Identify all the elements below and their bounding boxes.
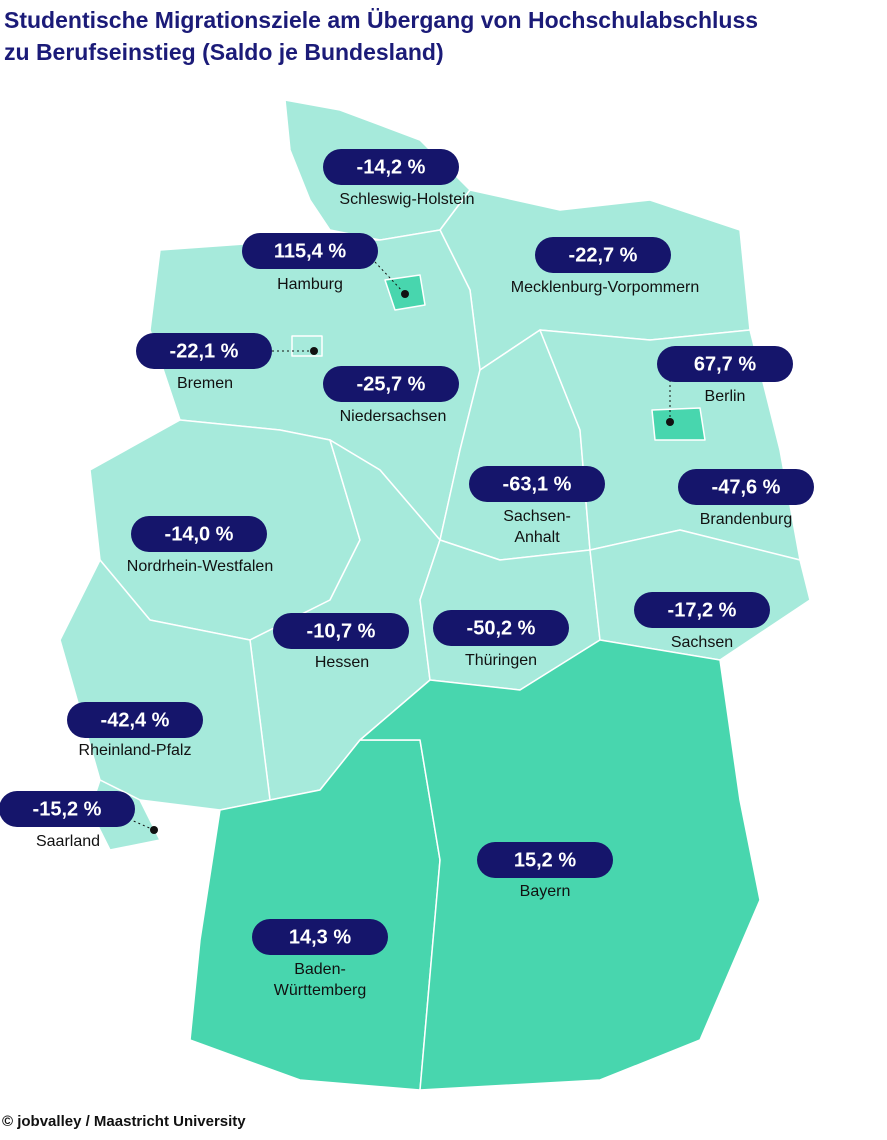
value-label: -14,0 % [165,523,234,545]
value-pill [535,237,671,273]
value-pill [477,842,613,878]
region-name: Hamburg [277,276,343,293]
value-pill [634,592,770,628]
region-name: Schleswig-Holstein [339,191,474,208]
value-pill [252,919,388,955]
connectors [119,261,674,834]
value-label: 115,4 % [274,240,347,262]
source: © jobvalley / Maastricht University [2,1113,246,1130]
dot [401,290,409,298]
region-name: Mecklenburg-Vorpommern [511,279,700,296]
value-label: -17,2 % [668,599,737,621]
value-pill [323,366,459,402]
region-name: Bremen [177,375,233,392]
region-name: Thüringen [465,652,537,669]
dot [666,418,674,426]
region-name: Brandenburg [700,511,793,528]
value-label: -15,2 % [33,798,102,820]
title: zu Berufseinstieg (Saldo je Bundesland) [4,39,444,65]
region-name: Bayern [520,883,571,900]
title: Studentische Migrationsziele am Übergang… [4,7,758,33]
connector [374,261,406,295]
region-name: Saarland [36,833,100,850]
state [651,407,706,441]
region-name: Sachsen- [503,508,571,525]
value-pill [273,613,409,649]
region-name: Sachsen [671,634,733,651]
value-label: -22,7 % [569,244,638,266]
value-pill [657,346,793,382]
value-pill [433,610,569,646]
value-label: -47,6 % [712,476,781,498]
region-name: Berlin [705,388,746,405]
region-name: Nordrhein-Westfalen [127,558,273,575]
value-pill [131,516,267,552]
dot [310,347,318,355]
value-label: 67,7 % [694,353,756,375]
dot [150,826,158,834]
value-label: 14,3 % [289,926,351,948]
value-label: -10,7 % [307,620,376,642]
value-label: -50,2 % [467,617,536,639]
state [291,335,323,357]
value-label: -25,7 % [357,373,426,395]
region-name: Rheinland-Pfalz [79,742,192,759]
value-label: 15,2 % [514,849,576,871]
value-label: -63,1 % [503,473,572,495]
region-name: Anhalt [514,529,560,546]
value-pill [323,149,459,185]
value-label: -14,2 % [357,156,426,178]
value-pill [67,702,203,738]
value-pill [0,791,135,827]
value-pill [242,233,378,269]
value-pill [136,333,272,369]
value-pill [678,469,814,505]
region-name: Hessen [315,654,369,671]
value-label: -42,4 % [101,709,170,731]
value-pill [469,466,605,502]
region-name: Niedersachsen [340,408,447,425]
region-name: Baden- [294,961,346,978]
region-name: Württemberg [274,982,366,999]
value-label: -22,1 % [170,340,239,362]
